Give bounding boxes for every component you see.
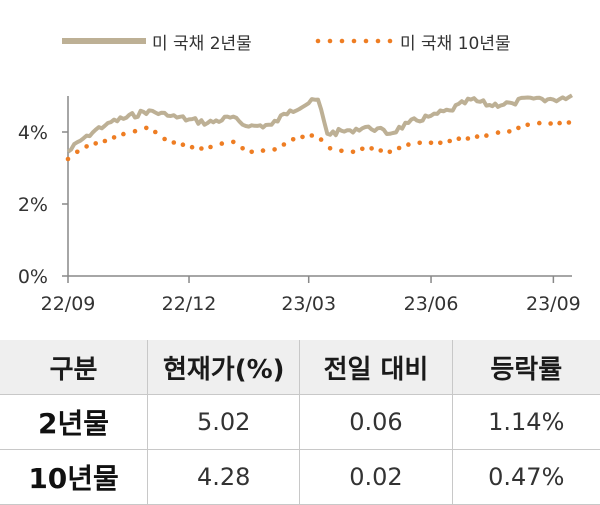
x-tick-label: 23/06 (404, 293, 459, 315)
data-point (260, 148, 266, 153)
data-point (428, 140, 434, 146)
x-tick-label: 22/09 (41, 293, 96, 315)
data-point (557, 120, 562, 126)
x-tick-label: 22/12 (162, 293, 217, 315)
y-tick-label: 4% (18, 122, 48, 144)
data-point (548, 121, 553, 126)
data-point (180, 142, 186, 147)
data-point (65, 156, 71, 162)
data-point (406, 142, 411, 147)
y-tick-label: 2% (18, 194, 48, 216)
table-header-row: 구분 현재가(%) 전일 대비 등락률 (0, 340, 600, 395)
data-point (132, 128, 138, 134)
data-point (465, 136, 471, 141)
table-row: 10년물 4.28 0.02 0.47% (0, 449, 600, 505)
legend-label-2y: 미 국채 2년물 (152, 33, 252, 54)
table-cell: 1.14% (451, 394, 600, 450)
data-point (507, 129, 512, 134)
data-point (272, 147, 277, 152)
data-point (327, 146, 333, 151)
table-cell: 4.28 (147, 449, 300, 505)
legend-label-10y: 미 국채 10년물 (400, 33, 511, 54)
line-chart: 0% 2% 4% 22/09 22/12 23/03 23/06 23/09 (18, 93, 581, 315)
column-header: 등락률 (451, 340, 600, 395)
data-point (219, 141, 225, 146)
data-point (350, 149, 356, 155)
data-point (339, 148, 344, 154)
legend-swatch-2y (62, 38, 146, 44)
data-point (199, 146, 204, 151)
data-point (162, 136, 167, 142)
column-header: 전일 대비 (299, 340, 453, 395)
data-point (369, 146, 374, 151)
data-point (447, 138, 453, 144)
data-point (387, 149, 393, 155)
data-point (75, 149, 80, 155)
data-point (474, 134, 480, 139)
table-cell: 0.02 (299, 449, 453, 505)
data-point (438, 140, 443, 146)
data-point (240, 146, 245, 151)
x-tick-label: 23/03 (281, 293, 336, 315)
legend-item-10y: 미 국채 10년물 (314, 26, 511, 56)
series-line-2y (66, 93, 574, 154)
y-tick-label: 0% (18, 266, 48, 288)
data-point (231, 139, 236, 145)
legend: 미 국채 2년물 미 국채 10년물 (0, 26, 600, 56)
data-point (93, 141, 98, 146)
data-point (189, 144, 195, 150)
data-point (396, 145, 402, 151)
data-point (456, 136, 462, 141)
series-dots-10y (65, 120, 572, 162)
data-point (171, 140, 177, 145)
data-point (495, 130, 501, 135)
data-point (516, 125, 521, 131)
data-point (208, 144, 213, 150)
data-point (537, 120, 542, 126)
table-cell: 0.06 (299, 394, 453, 450)
data-point (102, 138, 108, 144)
data-point (484, 133, 489, 138)
table-cell: 0.47% (451, 449, 600, 505)
data-point (309, 133, 315, 138)
data-point (378, 148, 384, 153)
legend-swatch-10y (315, 38, 393, 44)
yield-table: 구분 현재가(%) 전일 대비 등락률 2년물 5.02 0.06 1.14% … (0, 340, 600, 505)
table-cell: 5.02 (147, 394, 300, 450)
data-point (417, 140, 423, 146)
data-point (249, 149, 254, 155)
data-point (111, 135, 117, 140)
table-row: 2년물 5.02 0.06 1.14% (0, 394, 600, 450)
x-tick-label: 23/09 (526, 293, 581, 315)
chart-area: 미 국채 2년물 미 국채 10년물 0% 2% 4% 22/09 22/12 23/03… (0, 26, 600, 316)
data-point (318, 137, 324, 142)
data-point (144, 125, 149, 131)
data-point (84, 144, 89, 149)
data-point (300, 134, 305, 140)
data-point (360, 146, 365, 152)
column-header: 구분 (0, 340, 148, 395)
data-point (566, 120, 572, 125)
data-point (290, 137, 296, 142)
legend-item-2y: 미 국채 2년물 (62, 26, 252, 56)
row-label: 10년물 (0, 449, 148, 505)
column-header: 현재가(%) (147, 340, 300, 395)
data-point (525, 122, 530, 128)
row-label: 2년물 (0, 394, 148, 450)
data-point (121, 131, 126, 137)
data-point (153, 129, 158, 135)
data-point (281, 142, 287, 147)
